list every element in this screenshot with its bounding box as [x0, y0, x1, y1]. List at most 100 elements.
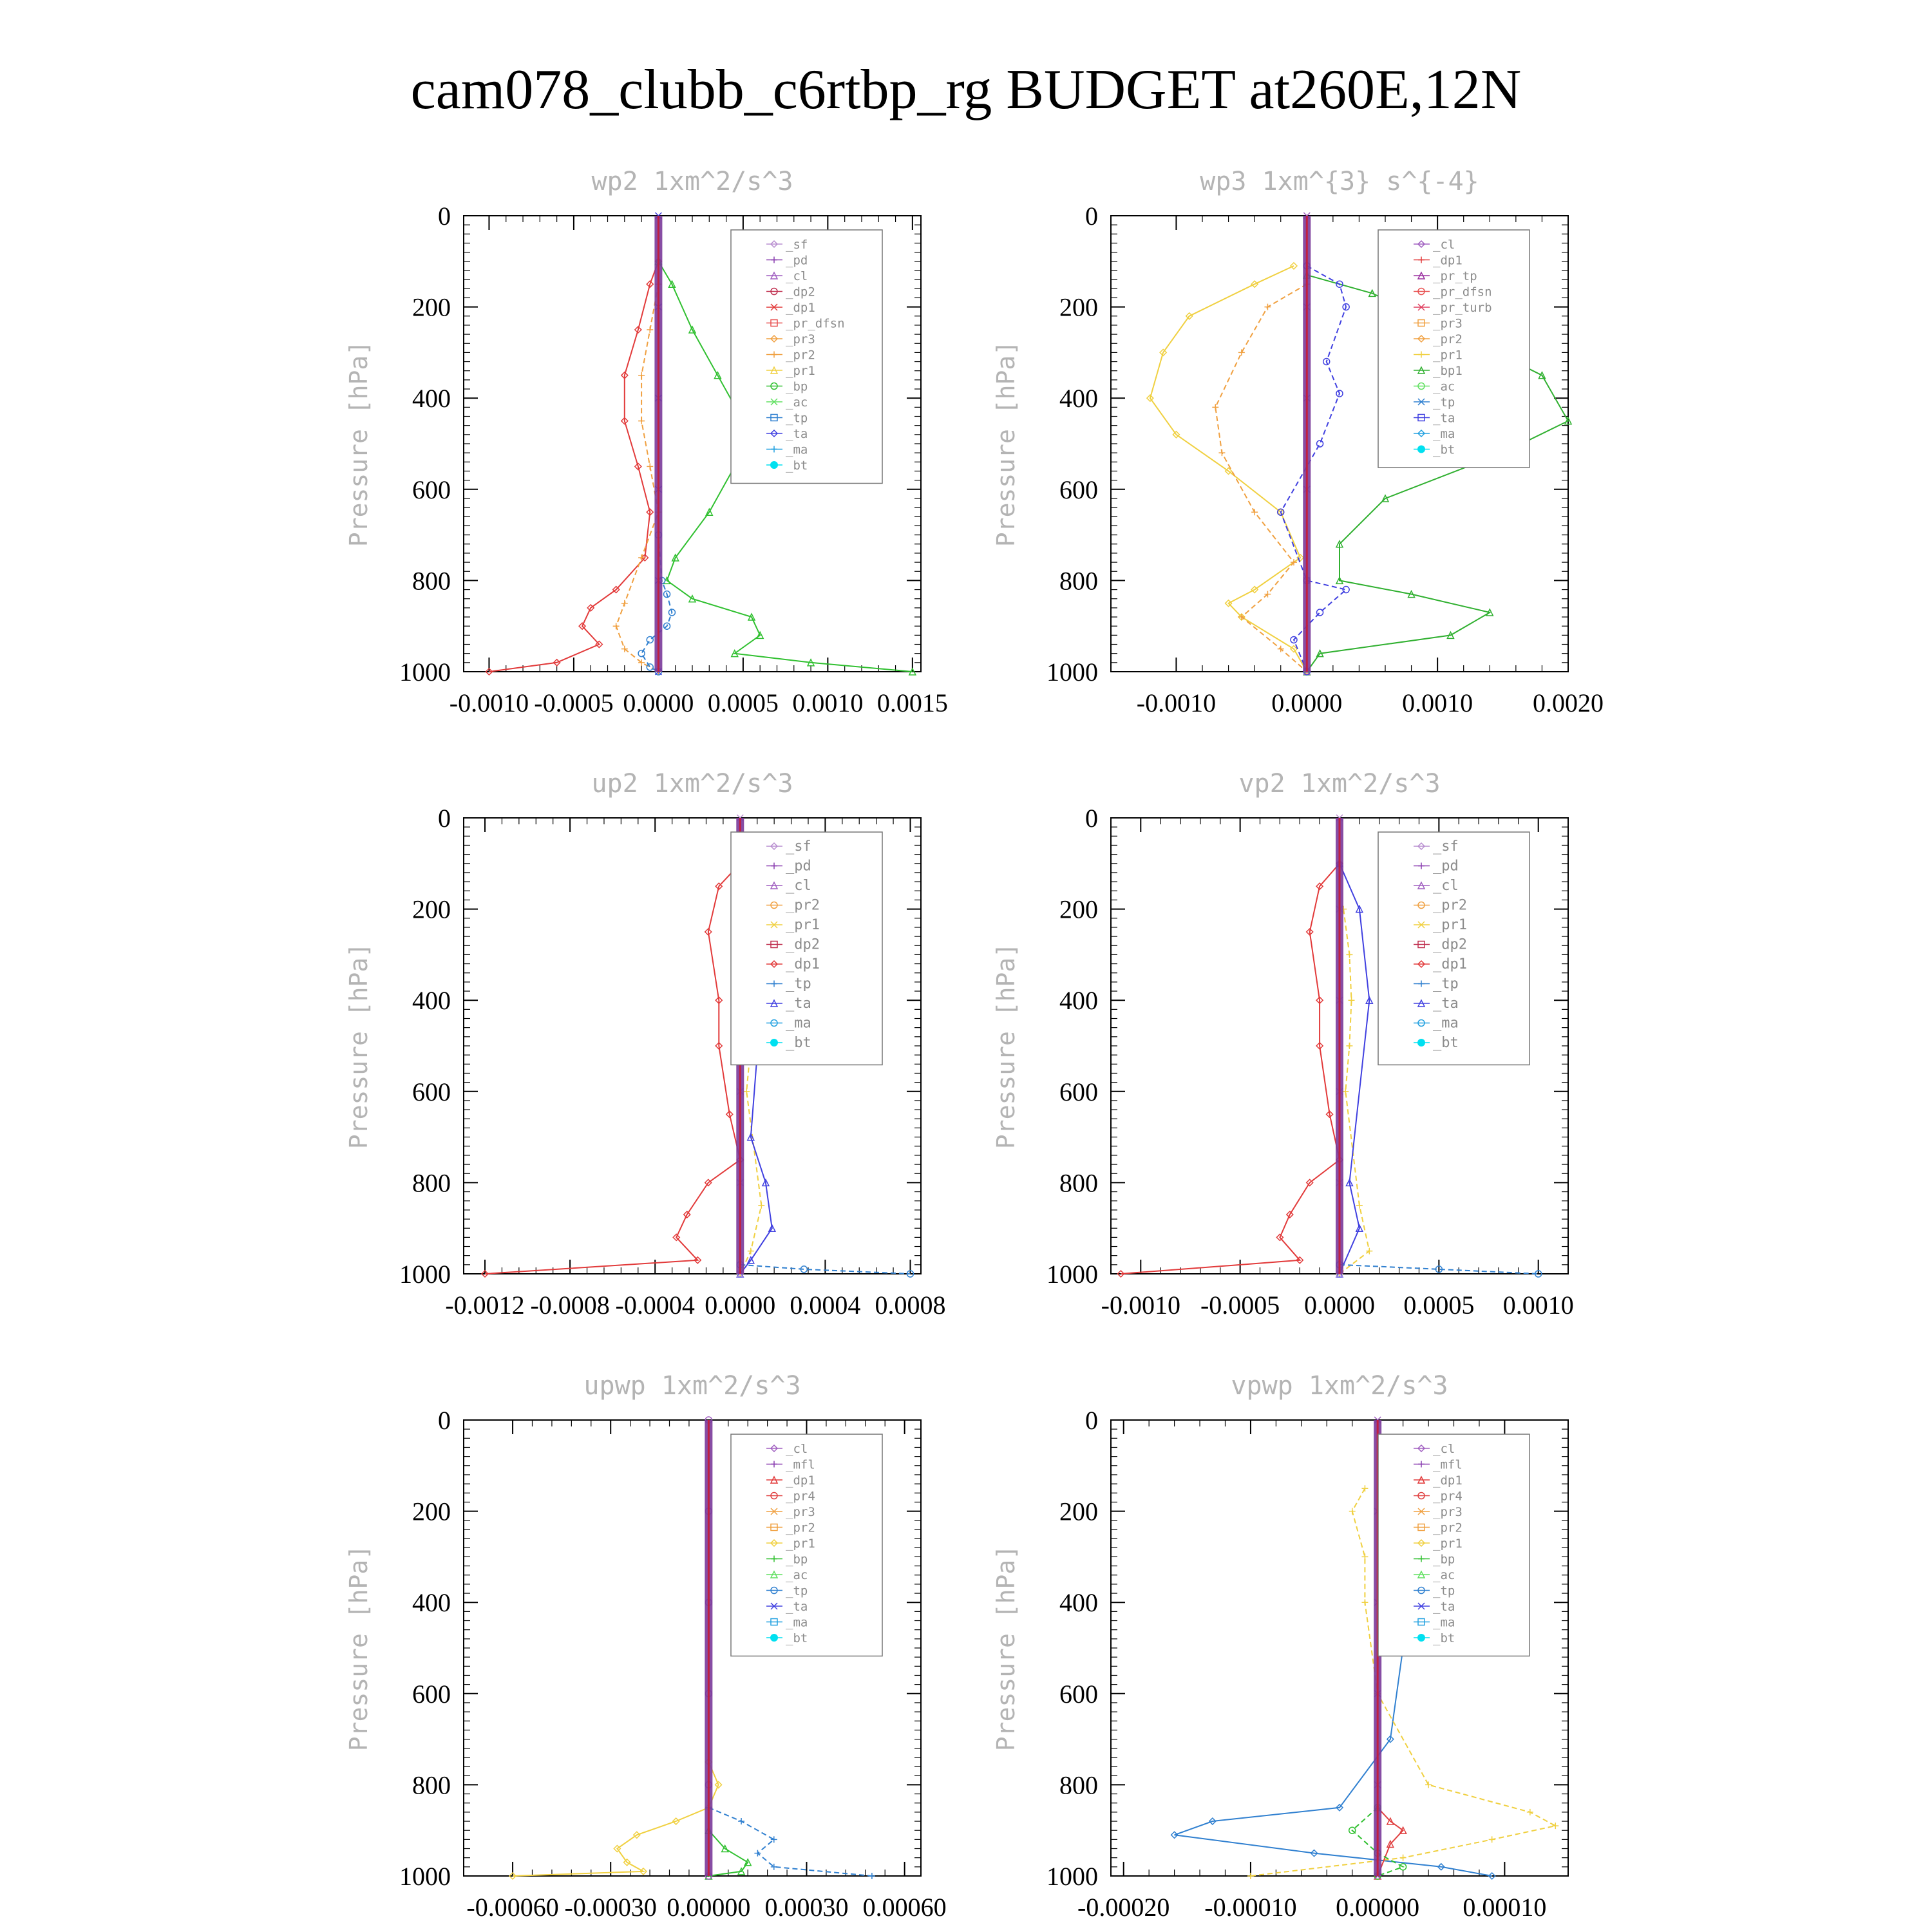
legend-entry: _mfl	[786, 1458, 815, 1472]
y-tick-label: 400	[412, 986, 451, 1015]
legend-entry: _bp1	[1433, 364, 1463, 378]
data-point	[1310, 1849, 1318, 1857]
data-point	[646, 280, 654, 289]
legend-marker	[770, 413, 778, 422]
legend-entry: _tp	[1433, 976, 1459, 992]
legend-entry: _pr1	[1433, 917, 1467, 933]
x-tick-label: -0.0005	[1200, 1291, 1280, 1320]
legend-entry: _dp1	[786, 1473, 815, 1488]
data-point	[1538, 371, 1546, 379]
legend-entry: _pr2	[1433, 898, 1467, 914]
data-point	[1381, 494, 1390, 502]
data-point	[1291, 559, 1297, 566]
legend-marker	[770, 1539, 779, 1548]
legend-box	[730, 229, 883, 484]
x-tick-label: -0.0010	[1137, 688, 1216, 717]
data-point	[1386, 1817, 1395, 1825]
series-line	[489, 261, 659, 672]
legend-marker	[1417, 398, 1425, 406]
data-point	[1251, 509, 1258, 516]
series-pr2	[1212, 281, 1311, 675]
legend-entry: _pr4	[786, 1490, 815, 1504]
legend-marker	[1417, 1634, 1425, 1642]
legend-marker	[770, 901, 778, 909]
legend-entry: _ac	[1433, 1568, 1455, 1582]
legend-entry: _dp1	[786, 301, 815, 315]
series-line	[484, 863, 741, 1274]
y-tick-label: 200	[412, 1497, 451, 1526]
legend-entry: _bt	[786, 459, 808, 473]
legend-marker	[1417, 334, 1426, 343]
data-point	[1290, 636, 1298, 644]
legend-marker	[770, 461, 778, 469]
data-point	[634, 462, 642, 471]
chart-panel-1: wp2 1xm^2/s^3 Pressure [hPa] 0 200 400 600 800…	[345, 167, 948, 717]
x-tick-label: 0.0005	[708, 688, 779, 717]
legend-entry: _pr3	[1433, 317, 1463, 331]
legend-entry: _bt	[1433, 443, 1455, 457]
y-tick-label: 400	[1059, 986, 1098, 1015]
data-point	[1224, 599, 1233, 607]
series-pr2	[612, 281, 662, 675]
data-point	[806, 658, 815, 667]
data-point	[1316, 440, 1324, 448]
legend-entry: _sf	[786, 238, 808, 252]
y-tick-label: 0	[438, 804, 451, 833]
data-point	[612, 623, 620, 630]
legend-entry: _pd	[1433, 858, 1459, 875]
data-point	[1345, 1178, 1354, 1187]
data-point	[704, 927, 712, 936]
data-point	[1356, 1202, 1363, 1209]
data-point	[1322, 357, 1331, 366]
data-point	[1247, 1873, 1254, 1879]
data-point	[1348, 1826, 1356, 1834]
data-point	[1386, 1735, 1394, 1743]
data-point	[1407, 589, 1416, 598]
legend-marker	[1417, 1019, 1425, 1027]
x-tick-label: 0.00000	[667, 1893, 750, 1922]
data-point	[1335, 540, 1344, 548]
data-point	[595, 640, 603, 649]
x-tick-label: 0.0000	[705, 1291, 775, 1320]
data-point	[1365, 996, 1374, 1004]
data-point	[688, 325, 697, 334]
series-line	[640, 535, 673, 672]
data-point	[623, 1858, 631, 1866]
data-point	[632, 1831, 641, 1839]
x-tick-label: -0.0005	[534, 688, 613, 717]
legend-entry: _bt	[786, 1631, 808, 1645]
data-point	[646, 663, 654, 671]
legend-entry: _sf	[1433, 838, 1459, 855]
data-point	[746, 1256, 755, 1264]
data-point	[621, 600, 628, 607]
y-axis-label: Pressure [hPa]	[992, 943, 1020, 1149]
legend-marker	[770, 429, 779, 438]
legend-marker	[770, 366, 779, 374]
data-point	[1348, 997, 1355, 1004]
data-point	[715, 996, 723, 1005]
y-tick-label: 600	[412, 1077, 451, 1106]
data-point	[721, 1844, 729, 1853]
legend-entry: _pr1	[786, 364, 815, 378]
legend-entry: _dp2	[786, 285, 815, 299]
series-dp1	[485, 257, 663, 676]
data-point	[1386, 1839, 1395, 1848]
data-point	[621, 645, 628, 652]
y-tick-label: 200	[1059, 1497, 1098, 1526]
y-tick-label: 800	[412, 1770, 451, 1799]
legend-entry: _pr2	[786, 898, 820, 914]
legend-box	[730, 831, 883, 1066]
legend-box	[730, 1434, 883, 1657]
y-tick-label: 600	[412, 475, 451, 504]
legend-entry: _cl	[786, 1442, 808, 1456]
data-point	[747, 612, 756, 621]
legend-marker	[1417, 1539, 1426, 1548]
data-point	[1172, 430, 1180, 439]
legend-marker	[770, 1523, 778, 1531]
data-point	[1251, 585, 1259, 594]
y-axis-label: Pressure [hPa]	[345, 341, 373, 547]
data-point	[1238, 349, 1245, 356]
data-point	[744, 1858, 752, 1866]
y-tick-label: 200	[412, 895, 451, 924]
data-point	[1399, 1863, 1407, 1871]
